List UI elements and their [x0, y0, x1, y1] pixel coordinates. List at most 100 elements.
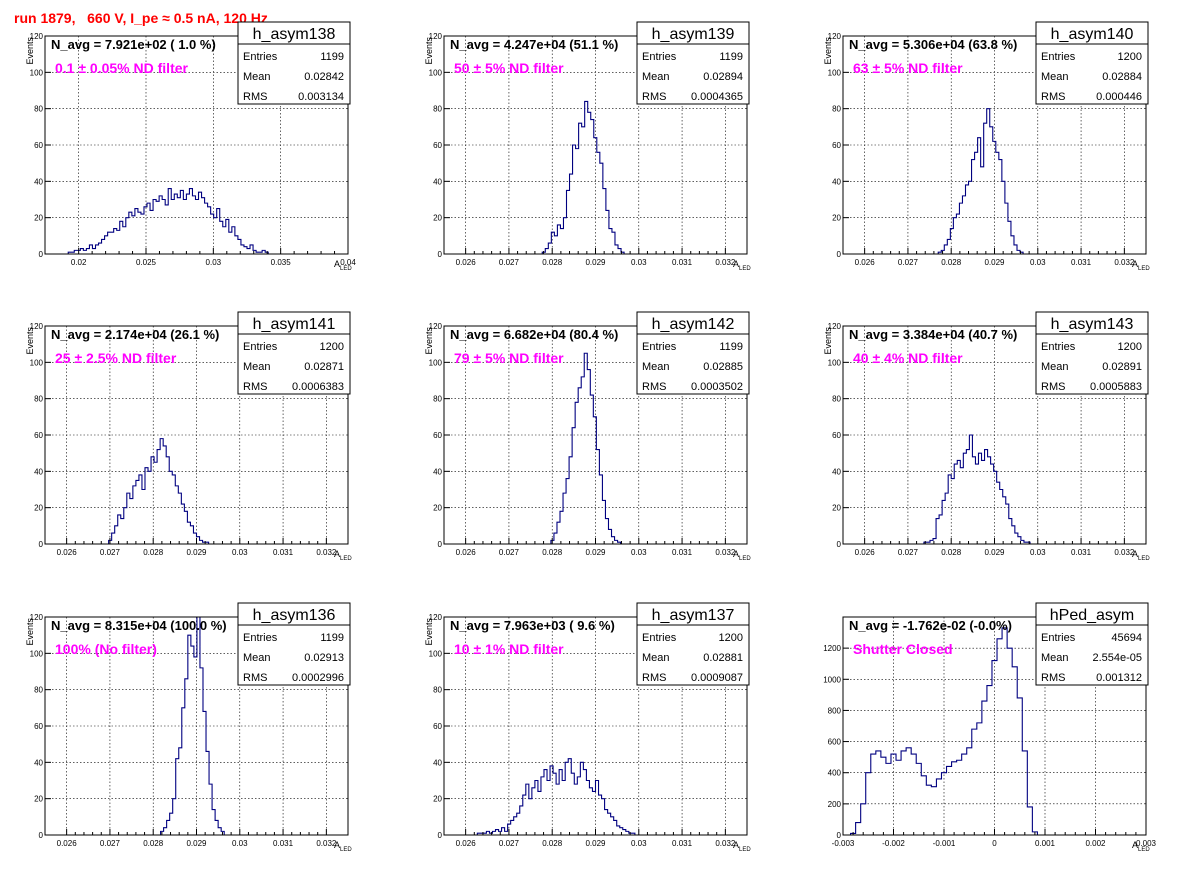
navg-label: N_avg = 6.682e+04 (80.4 %): [450, 327, 618, 342]
filter-label: 10 ± 1% ND filter: [454, 641, 564, 657]
stats-value-entries: 1200: [1118, 341, 1142, 353]
y-axis-label: Events: [25, 327, 35, 355]
x-tick-label: 0.029: [585, 839, 606, 848]
histogram-h_asym140: [937, 108, 1027, 255]
histogram-h_asym139: [539, 100, 628, 255]
y-axis-label: Events: [823, 327, 833, 355]
panel-h_asym138: 0.02 0.025 0.03 0.035 0.04020406080100120ALE…: [25, 21, 356, 272]
y-tick-label: 40: [433, 758, 442, 767]
y-tick-label: 0: [438, 540, 443, 549]
x-tick-label: 0.031: [1071, 548, 1092, 557]
y-tick-label: 20: [433, 795, 442, 804]
panel-h_asym136: 0.026 0.027 0.028 0.029 0.03 0.031 0.032 0 20 40 6…: [25, 602, 352, 853]
stats-key-entries: Entries: [243, 632, 278, 644]
x-tick-label: 0.028: [143, 839, 164, 848]
stats-value-mean: 0.02884: [1102, 71, 1142, 83]
x-tick-label: 0.031: [672, 258, 693, 267]
y-tick-label: 120: [429, 32, 443, 41]
y-tick-label: 600: [828, 738, 842, 747]
stats-key-mean: Mean: [243, 652, 271, 664]
y-tick-label: 1200: [823, 644, 841, 653]
x-tick-label: 0.029: [585, 258, 606, 267]
x-tick-label: 0.031: [273, 839, 294, 848]
x-tick-label: 0.028: [542, 839, 563, 848]
y-tick-label: 100: [30, 358, 44, 367]
y-tick-label: 40: [34, 467, 43, 476]
y-axis-label: Events: [424, 327, 434, 355]
navg-label: N_avg = 3.384e+04 (40.7 %): [849, 327, 1017, 342]
stats-box: [1035, 624, 1149, 686]
y-tick-label: 80: [34, 686, 43, 695]
y-tick-label: 0: [837, 540, 842, 549]
y-tick-label: 20: [832, 214, 841, 223]
histogram-name: h_asym136: [253, 607, 336, 624]
stats-value-entries: 1199: [719, 341, 743, 353]
navg-label: N_avg = 7.921e+02 ( 1.0 %): [51, 37, 216, 52]
y-tick-label: 80: [832, 105, 841, 114]
y-tick-label: 100: [30, 68, 44, 77]
stats-key-rms: RMS: [642, 91, 666, 103]
stats-box: [237, 624, 351, 686]
x-axis-label: ALED: [334, 549, 352, 562]
stats-key-rms: RMS: [243, 381, 267, 393]
x-tick-label: 0.025: [136, 258, 157, 267]
y-tick-label: 60: [433, 141, 442, 150]
panel-h_asym142: 0.026 0.027 0.028 0.029 0.03 0.031 0.032 0 20 40 6…: [424, 311, 751, 562]
x-tick-label: 0.027: [100, 839, 121, 848]
x-axis-label: ALED: [733, 259, 751, 272]
histogram-h_asym142: [547, 352, 624, 545]
stats-value-entries: 1200: [320, 341, 344, 353]
stats-value-rms: 0.003134: [298, 91, 344, 103]
stats-box: [1035, 43, 1149, 105]
histogram-hPed_asym: [850, 627, 1043, 836]
x-tick-label: 0.031: [672, 548, 693, 557]
stats-value-mean: 0.02842: [304, 71, 344, 83]
x-tick-label: 0.027: [499, 548, 520, 557]
stats-key-entries: Entries: [642, 632, 677, 644]
filter-label: 25 ± 2.5% ND filter: [55, 350, 177, 366]
x-tick-label: 0.03: [206, 258, 222, 267]
stats-key-rms: RMS: [243, 672, 267, 684]
x-tick-label: -0.001: [933, 839, 956, 848]
histogram-name: hPed_asym: [1050, 607, 1135, 624]
y-tick-label: 60: [34, 141, 43, 150]
stats-box: [237, 333, 351, 395]
x-tick-label: 0.026: [57, 839, 78, 848]
y-tick-label: 100: [828, 68, 842, 77]
stats-value-rms: 0.0005883: [1090, 381, 1142, 393]
x-tick-label: 0.032: [1114, 258, 1135, 267]
panel-h_asym140: 0.026 0.027 0.028 0.029 0.03 0.031 0.032 0 20 40 6…: [823, 21, 1150, 272]
y-axis-label: Events: [424, 618, 434, 646]
stats-key-rms: RMS: [642, 672, 666, 684]
x-tick-label: -0.002: [882, 839, 905, 848]
y-tick-label: 800: [828, 706, 842, 715]
y-tick-label: 80: [34, 395, 43, 404]
stats-key-entries: Entries: [243, 341, 278, 353]
filter-label: 0.1 ± 0.05% ND filter: [55, 60, 189, 76]
y-axis-label: Events: [424, 37, 434, 65]
x-tick-label: 0.032: [1114, 548, 1135, 557]
y-tick-label: 120: [828, 322, 842, 331]
y-tick-label: 120: [30, 613, 44, 622]
stats-key-mean: Mean: [1041, 652, 1069, 664]
stats-box: [1035, 333, 1149, 395]
y-tick-label: 20: [34, 214, 43, 223]
y-tick-label: 60: [34, 431, 43, 440]
y-tick-label: 120: [828, 32, 842, 41]
y-tick-label: 200: [828, 800, 842, 809]
filter-label: 79 ± 5% ND filter: [454, 350, 564, 366]
y-tick-label: 0: [438, 831, 443, 840]
x-tick-label: 0.03: [1030, 258, 1046, 267]
stats-value-rms: 0.0006383: [292, 381, 344, 393]
histogram-name: h_asym140: [1051, 26, 1134, 43]
y-tick-label: 0: [39, 540, 44, 549]
x-tick-label: 0.028: [542, 548, 563, 557]
stats-value-rms: 0.0002996: [292, 672, 344, 684]
stats-key-mean: Mean: [243, 71, 271, 83]
filter-label: 100% (No filter): [55, 641, 157, 657]
x-tick-label: 0.032: [316, 548, 337, 557]
y-tick-label: 120: [429, 613, 443, 622]
stats-value-rms: 0.0003502: [691, 381, 743, 393]
stats-value-rms: 0.000446: [1096, 91, 1142, 103]
y-tick-label: 120: [30, 32, 44, 41]
